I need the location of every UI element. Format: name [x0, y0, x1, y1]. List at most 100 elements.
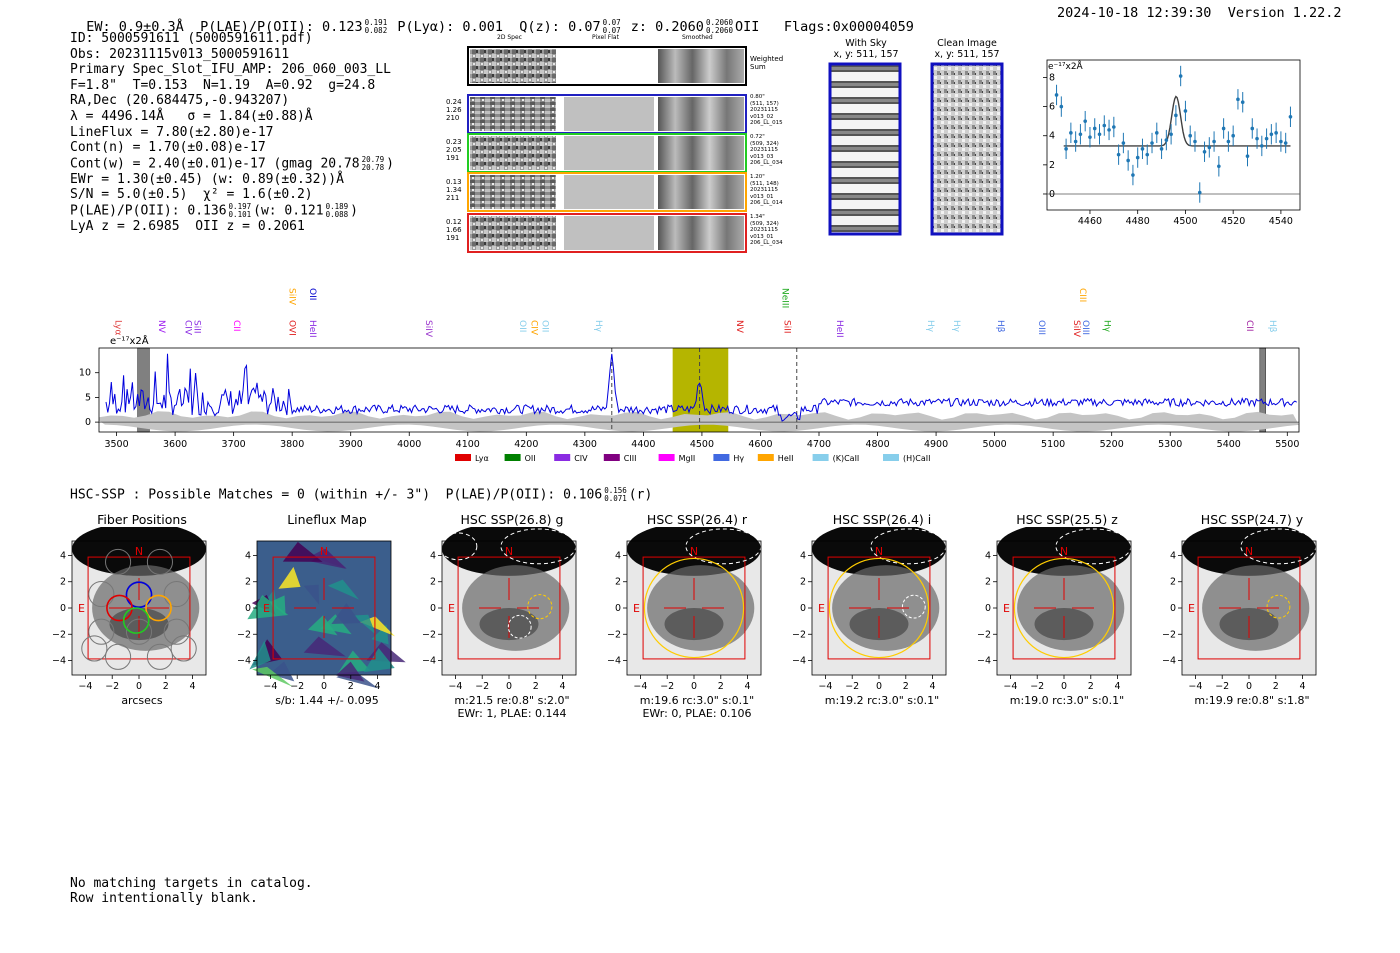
spec-line-label: NV: [156, 320, 166, 334]
zoom-point: [1140, 138, 1145, 160]
hsc-ytick-label: 0: [245, 603, 251, 614]
zoom-point: [1183, 100, 1188, 122]
spec-line-label: Hγ: [593, 320, 603, 333]
spec-xtick-label: 4400: [631, 439, 655, 450]
hsc-xtick-label: −2: [475, 681, 489, 692]
header-line: EW: 0.9±0.3Å P(LAE)/P(OII): 0.123 0.191 0.…: [70, 3, 914, 36]
hsc-ytick-label: 0: [800, 603, 806, 614]
legend-label: OII: [525, 454, 536, 463]
north-label: N: [875, 545, 883, 558]
zoom-frame: [1046, 59, 1301, 211]
info-lineflux: LineFlux = 7.80(±2.80)e-17: [70, 124, 274, 140]
hsc-panel-title: HSC SSP(25.5) z: [1016, 512, 1118, 527]
plae2-hi: 0.197: [228, 202, 252, 212]
match-circle: [527, 594, 553, 620]
hsc-panel-title: HSC SSP(24.7) y: [1200, 512, 1304, 527]
aperture-box: [87, 556, 191, 660]
hsc-xtick-label: 0: [876, 681, 882, 692]
hsc-xtick-label: 2: [718, 681, 724, 692]
zoom-xtick-label: 4500: [1173, 216, 1197, 227]
hsc-xtick-label: −2: [290, 681, 304, 692]
hsc-xtick-label: 2: [1273, 681, 1279, 692]
zoom-point: [1159, 138, 1164, 160]
legend-label: MgII: [679, 454, 696, 463]
hsc-xtick-label: 4: [560, 681, 566, 692]
hsc-panel-title: Fiber Positions: [97, 512, 187, 527]
zoom-ytick-label: 4: [1049, 131, 1055, 142]
hsc-panel-caption: m:19.9 re:0.8" s:1.8": [1194, 694, 1310, 707]
spec-legend-item: CIV: [554, 454, 588, 463]
legend-swatch: [504, 454, 521, 461]
cutout-row-1: [467, 94, 747, 134]
zoom-point: [1169, 124, 1173, 145]
zoom-point: [1221, 118, 1226, 139]
zoom-point: [1193, 131, 1197, 152]
hsc-xtick-label: 0: [691, 681, 697, 692]
north-label: N: [1245, 545, 1253, 558]
east-label: E: [818, 602, 825, 615]
hsc-xtick-label: −4: [633, 681, 647, 692]
hsc-title-text: HSC-SSP : Possible Matches = 0 (within +…: [70, 487, 603, 503]
spec-line-label: OIII: [1036, 320, 1046, 335]
hsc-panel-fiber: Fiber Positions N E −4 −4 −2 −2 0 0 2 2 4 4 arcsecs: [52, 512, 232, 707]
spec-xtick-label: 5200: [1100, 439, 1124, 450]
aperture-box: [1012, 556, 1116, 660]
hsc-xtick-label: 4: [1115, 681, 1121, 692]
hsc-ytick-label: 4: [615, 550, 621, 561]
info-contn: Cont(n) = 1.70(±0.08)e-17: [70, 140, 266, 156]
hsc-xtick-label: 0: [1246, 681, 1252, 692]
hsc-ytick-label: 4: [985, 550, 991, 561]
hsc-xtick-label: 0: [321, 681, 327, 692]
col-smoothed: Smoothed: [682, 34, 713, 41]
aperture-box: [827, 556, 931, 660]
aperture-circle: [643, 557, 745, 659]
hsc-ytick-label: −2: [977, 629, 991, 640]
zoom-point: [1131, 164, 1135, 186]
hsc-panel-title: HSC SSP(26.4) r: [646, 512, 748, 527]
hsc-ytick-label: −2: [52, 629, 66, 640]
zoom-point: [1083, 110, 1087, 132]
hsc-panel-title: Lineflux Map: [287, 512, 367, 527]
zoom-ytick-label: 8: [1049, 72, 1055, 83]
hsc-panel-caption-2: EWr: 0, PLAE: 0.106: [642, 707, 752, 720]
hsc-ytick-label: 0: [1170, 603, 1176, 614]
row2-left: 0.23 2.05 191: [446, 138, 462, 162]
hsc-panel-caption: arcsecs: [121, 694, 163, 707]
zoom-point: [1054, 84, 1059, 106]
legend-swatch: [603, 454, 620, 461]
hsc-xtick-label: 4: [1300, 681, 1306, 692]
aperture-circle: [1013, 557, 1115, 659]
hsc-xtick-label: −2: [1030, 681, 1044, 692]
north-label: N: [505, 545, 513, 558]
zoom-xtick-label: 4460: [1078, 216, 1102, 227]
hsc-ytick-label: 2: [245, 577, 251, 588]
hsc-ytick-label: 0: [985, 603, 991, 614]
legend-label: CIV: [574, 454, 588, 463]
zoom-point: [1092, 118, 1097, 139]
spec-xtick-label: 4600: [748, 439, 772, 450]
east-label: E: [263, 602, 270, 615]
hsc-xtick-label: −4: [78, 681, 92, 692]
zoom-point: [1240, 92, 1245, 113]
row4-right: 1.34" (509, 324) 20231115 v013_01 206_LL…: [750, 214, 783, 246]
spec-line-label: SiII: [191, 320, 201, 334]
aperture-box: [457, 556, 561, 660]
hsc-xtick-label: −4: [448, 681, 462, 692]
spec-legend-item: MgII: [658, 454, 696, 463]
hsc-ytick-label: 2: [985, 577, 991, 588]
zoom-ytick-label: 2: [1049, 160, 1055, 171]
hsc-ytick-label: −2: [1162, 629, 1176, 640]
spec-line-label: Lyα: [112, 320, 122, 336]
hsc-xtick-label: −2: [660, 681, 674, 692]
legend-swatch: [713, 454, 730, 461]
info-lambda: λ = 4496.14Å σ = 1.84(±0.88)Å: [70, 108, 313, 124]
hsc-ytick-label: −4: [422, 656, 436, 667]
hsc-panel-caption: s/b: 1.44 +/- 0.095: [275, 694, 379, 707]
info-radec: RA,Dec (20.684475,-0.943207): [70, 93, 290, 109]
flags-value: Flags:0x00004059: [783, 19, 914, 35]
legend-swatch: [658, 454, 675, 461]
info-ewr: EWr = 1.30(±0.45) (w: 0.89(±0.32))Å: [70, 171, 344, 187]
hsc-panel-lineflux: Lineflux Map N E −4 −4 −2 −2 0 0 2 2 4 4 s/b: 1.44 +/…: [237, 512, 417, 707]
zoom-point: [1078, 124, 1083, 145]
spec-xtick-label: 3800: [280, 439, 304, 450]
